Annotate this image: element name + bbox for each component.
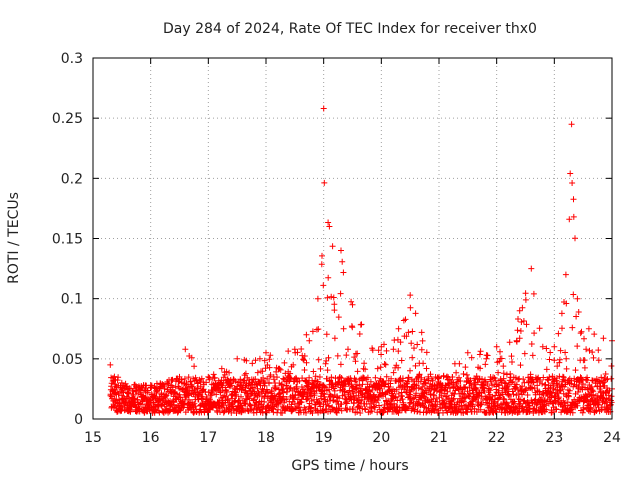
x-tick-label: 17 (199, 430, 217, 446)
x-tick-label: 16 (142, 430, 160, 446)
axis-ticks (92, 57, 613, 420)
y-tick-label: 0.05 (52, 352, 83, 368)
data-points (107, 105, 615, 416)
x-tick-label: 15 (84, 430, 102, 446)
x-axis-label: GPS time / hours (291, 458, 408, 474)
plot-frame (92, 57, 613, 420)
y-tick-label: 0.25 (52, 111, 83, 127)
x-tick-labels: 15 16 17 18 19 20 21 22 23 24 (84, 430, 621, 446)
chart-title: Day 284 of 2024, Rate Of TEC Index for r… (163, 21, 537, 37)
y-tick-label: 0.15 (52, 232, 83, 248)
x-tick-label: 18 (257, 430, 275, 446)
y-axis-label: ROTI / TECUs (6, 192, 22, 284)
x-tick-label: 23 (545, 430, 563, 446)
grid (93, 58, 612, 419)
roti-point-markers (107, 105, 615, 416)
y-tick-labels: 0 0.05 0.1 0.15 0.2 0.25 0.3 (52, 51, 83, 428)
x-tick-label: 21 (430, 430, 448, 446)
y-tick-label: 0.3 (61, 51, 83, 67)
y-tick-label: 0.1 (61, 292, 83, 308)
x-tick-label: 19 (315, 430, 333, 446)
x-tick-label: 20 (372, 430, 390, 446)
y-tick-label: 0.2 (61, 171, 83, 187)
x-tick-label: 22 (488, 430, 506, 446)
x-tick-label: 24 (603, 430, 621, 446)
y-tick-label: 0 (74, 412, 83, 428)
